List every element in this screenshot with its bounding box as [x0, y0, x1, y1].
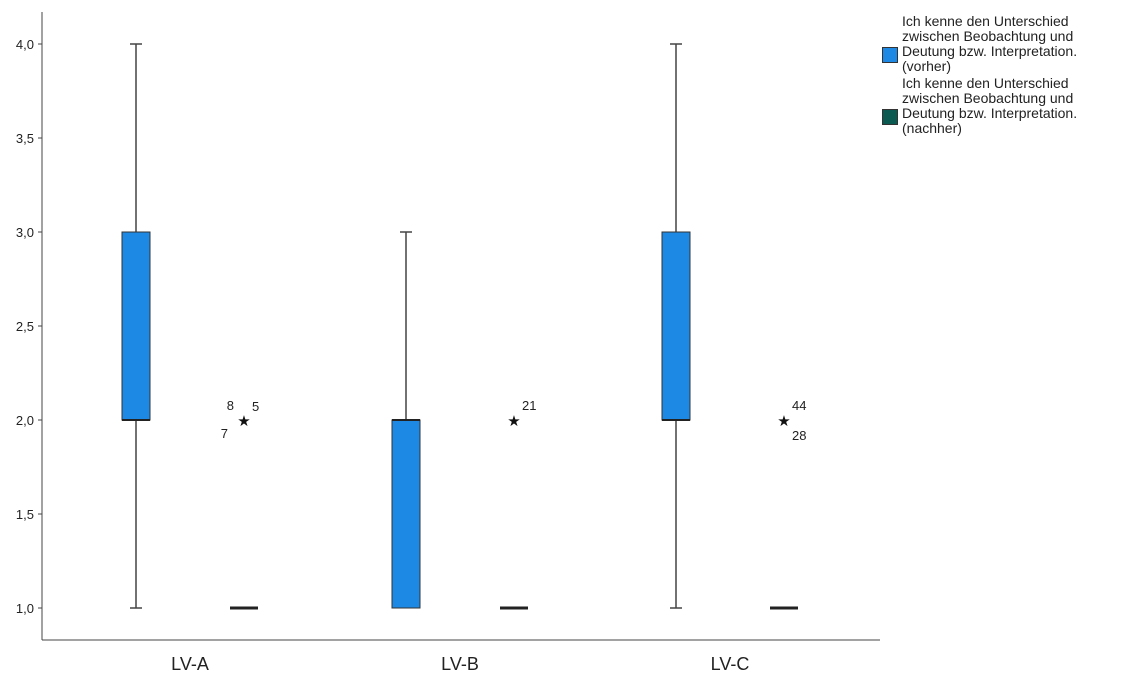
legend-label-vorher-line4: (vorher): [902, 58, 952, 74]
y-tick-label: 3,0: [16, 225, 34, 240]
box: [391, 419, 421, 609]
legend-label-nachher-line3: Deutung bzw. Interpretation.: [902, 105, 1078, 121]
outlier-label: 8: [227, 398, 234, 413]
y-tick-label: 1,0: [16, 601, 34, 616]
outlier-label: 44: [792, 398, 806, 413]
box: [661, 231, 691, 421]
legend-swatch-nachher: [882, 109, 898, 125]
outlier-marker: ★: [237, 412, 250, 430]
legend-label-nachher-line2: zwischen Beobachtung und: [902, 90, 1074, 106]
outlier-label: 5: [252, 399, 259, 414]
legend-swatch-vorher: [882, 47, 898, 63]
y-tick-label: 1,5: [16, 507, 34, 522]
outlier-label: 7: [221, 426, 228, 441]
legend-item-vorher: Ich kenne den Unterschied zwischen Beoba…: [880, 14, 1145, 74]
x-category-label: LV-C: [711, 654, 750, 674]
outlier-marker: ★: [507, 412, 520, 430]
legend-label-nachher-line1: Ich kenne den Unterschied: [902, 75, 1069, 91]
legend-label-vorher-line1: Ich kenne den Unterschied: [902, 13, 1069, 29]
x-category-label: LV-B: [441, 654, 479, 674]
box: [121, 231, 151, 421]
outlier-label: 21: [522, 398, 536, 413]
y-tick-label: 4,0: [16, 37, 34, 52]
y-tick-label: 2,5: [16, 319, 34, 334]
axes: 1,0 1,5 2,0 2,5 3,0 3,5 4,0 LV-A LV-B LV-C: [16, 12, 880, 674]
y-tick-label: 3,5: [16, 131, 34, 146]
legend: Ich kenne den Unterschied zwischen Beoba…: [880, 14, 1145, 138]
outlier-label: 28: [792, 428, 806, 443]
legend-label-vorher-line2: zwischen Beobachtung und: [902, 28, 1074, 44]
legend-label-nachher-line4: (nachher): [902, 120, 962, 136]
outlier-marker: ★: [777, 412, 790, 430]
x-category-label: LV-A: [171, 654, 209, 674]
legend-label-vorher-line3: Deutung bzw. Interpretation.: [902, 43, 1078, 59]
legend-item-nachher: Ich kenne den Unterschied zwischen Beoba…: [880, 76, 1145, 136]
y-tick-label: 2,0: [16, 413, 34, 428]
